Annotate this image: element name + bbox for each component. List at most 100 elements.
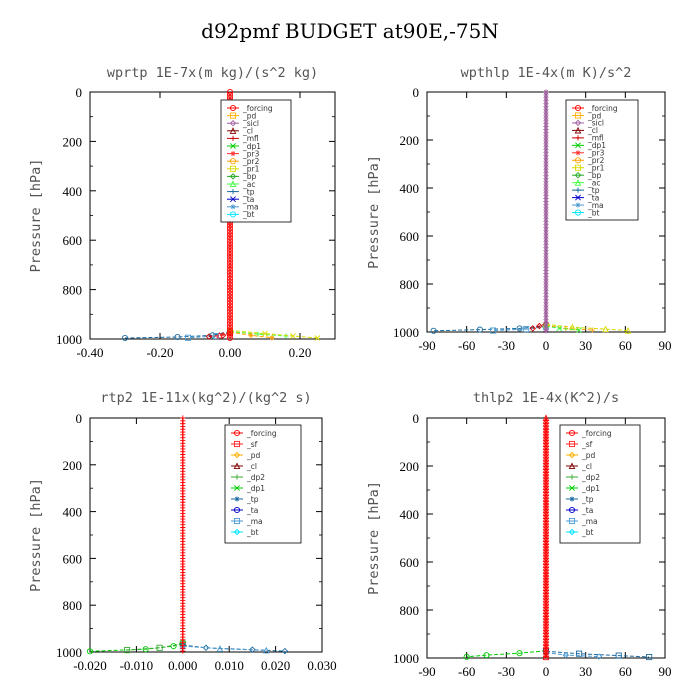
panel-3: rtp2 1E-11x(kg^2)/(kg^2 s) Pressure [hPa]… bbox=[28, 390, 337, 673]
series-marker-sicl bbox=[543, 135, 549, 141]
series-marker-forcing bbox=[226, 237, 234, 244]
y-tick-label: 200 bbox=[400, 133, 420, 148]
series-marker-pd bbox=[229, 112, 237, 119]
series-marker-sicl bbox=[543, 282, 549, 288]
legend-label: _cl bbox=[587, 126, 598, 135]
y-tick-label: 1000 bbox=[56, 645, 82, 660]
series-marker-forcing bbox=[226, 249, 234, 256]
series-marker-dp1 bbox=[516, 650, 523, 657]
series-marker-sicl bbox=[543, 305, 549, 311]
series-marker-dp1 bbox=[463, 653, 470, 660]
series-marker-forcing bbox=[226, 329, 234, 336]
series-marker-cl bbox=[233, 462, 241, 470]
series-marker-sicl bbox=[543, 322, 549, 328]
series-marker-forcing bbox=[226, 231, 234, 238]
y-tick-label: 200 bbox=[63, 134, 83, 149]
series-marker-sicl bbox=[543, 285, 549, 291]
series-marker-pr2 bbox=[574, 157, 582, 164]
series-marker-mfl bbox=[230, 135, 236, 141]
legend-label: _ma bbox=[246, 517, 263, 526]
series-tp bbox=[179, 641, 289, 655]
series-dp1 bbox=[463, 647, 550, 660]
series-marker-sicl bbox=[543, 270, 549, 277]
series-marker-pr1 bbox=[574, 164, 582, 171]
series-marker-forcing bbox=[226, 302, 234, 309]
series-line bbox=[182, 644, 285, 652]
series-marker-pr1 bbox=[229, 165, 237, 172]
series-marker-forcing bbox=[226, 243, 234, 250]
y-tick-label: 600 bbox=[63, 233, 83, 248]
series-marker-pr3 bbox=[575, 150, 581, 156]
series-marker-forcing bbox=[226, 275, 234, 282]
series-marker-forcing bbox=[542, 650, 550, 658]
series-marker-sicl bbox=[543, 155, 549, 161]
series-ac bbox=[227, 328, 289, 339]
x-tick-label: 60 bbox=[619, 664, 632, 679]
x-tick-label: -60 bbox=[458, 338, 475, 353]
legend-label: _sicl bbox=[587, 119, 604, 128]
y-tick-label: 800 bbox=[63, 598, 83, 613]
y-tick-label: 800 bbox=[400, 277, 420, 292]
x-tick-label: 90 bbox=[659, 338, 672, 353]
series-marker-sicl bbox=[543, 288, 549, 294]
series-marker-forcing bbox=[233, 429, 241, 437]
series-marker-sicl bbox=[543, 195, 549, 202]
y-tick-label: 600 bbox=[400, 555, 420, 570]
series-marker-dp1 bbox=[230, 143, 236, 149]
series-marker-mfl bbox=[205, 333, 213, 340]
series-marker-ma bbox=[216, 645, 224, 652]
series-marker-ac bbox=[229, 180, 237, 188]
y-tick-label: 1000 bbox=[393, 325, 419, 340]
series-marker-sicl bbox=[543, 129, 549, 135]
series-marker-ma bbox=[262, 646, 270, 654]
series-marker-sicl bbox=[543, 227, 549, 233]
series-marker-tp bbox=[249, 646, 256, 653]
x-tick-label: 0 bbox=[543, 664, 550, 679]
series-marker-sicl bbox=[543, 273, 549, 279]
series-marker-mfl bbox=[529, 325, 537, 332]
series-forcing bbox=[180, 415, 186, 654]
series-marker-ma bbox=[212, 332, 220, 340]
x-tick-label: 30 bbox=[579, 664, 592, 679]
series-marker-sicl bbox=[543, 265, 549, 271]
series-marker-dp1 bbox=[483, 652, 490, 659]
y-axis-label: Pressure [hPa] bbox=[28, 159, 44, 273]
series-marker-forcing bbox=[542, 653, 550, 661]
series-marker-tp bbox=[516, 325, 523, 332]
series-marker-ta bbox=[233, 506, 241, 514]
panel-1: wprtp 1E-7x(m kg)/(s^2 kg) Pressure [hPa]… bbox=[28, 65, 336, 360]
series-marker-sicl bbox=[543, 89, 549, 95]
series-marker-pd bbox=[568, 451, 576, 459]
series-marker-sicl bbox=[543, 95, 549, 101]
series-marker-ma bbox=[575, 202, 581, 208]
legend-label: _bt bbox=[242, 210, 255, 219]
series-marker-forcing bbox=[226, 260, 234, 267]
series-line bbox=[545, 652, 599, 658]
series-marker-sicl bbox=[543, 167, 549, 173]
series-marker-sicl bbox=[543, 172, 549, 179]
series-marker-sicl bbox=[543, 319, 549, 325]
series-marker-cl bbox=[574, 126, 582, 134]
x-tick-label: -90 bbox=[418, 338, 435, 353]
series-marker-forcing bbox=[226, 281, 234, 288]
series-marker-sf bbox=[568, 440, 576, 448]
series-marker-sicl bbox=[543, 144, 549, 150]
series-line bbox=[182, 645, 267, 651]
series-marker-forcing bbox=[226, 263, 234, 270]
series-marker-forcing bbox=[226, 323, 234, 330]
series-marker-pr1 bbox=[262, 330, 268, 337]
legend-label: _pr1 bbox=[242, 165, 260, 174]
series-marker-sicl bbox=[543, 314, 549, 320]
legend-label: _ma bbox=[242, 203, 259, 212]
series-marker-tp bbox=[569, 496, 575, 502]
series-marker-ma bbox=[184, 334, 192, 341]
legend-label: _tp bbox=[246, 495, 259, 504]
legend-label: _forcing bbox=[581, 429, 612, 438]
series-marker-sicl bbox=[543, 250, 549, 256]
series-marker-forcing bbox=[574, 104, 582, 112]
series-marker-sicl bbox=[543, 175, 549, 181]
series-marker-forcing bbox=[226, 293, 234, 300]
series-marker-sicl bbox=[543, 98, 549, 104]
series-marker-pr1 bbox=[314, 335, 321, 341]
